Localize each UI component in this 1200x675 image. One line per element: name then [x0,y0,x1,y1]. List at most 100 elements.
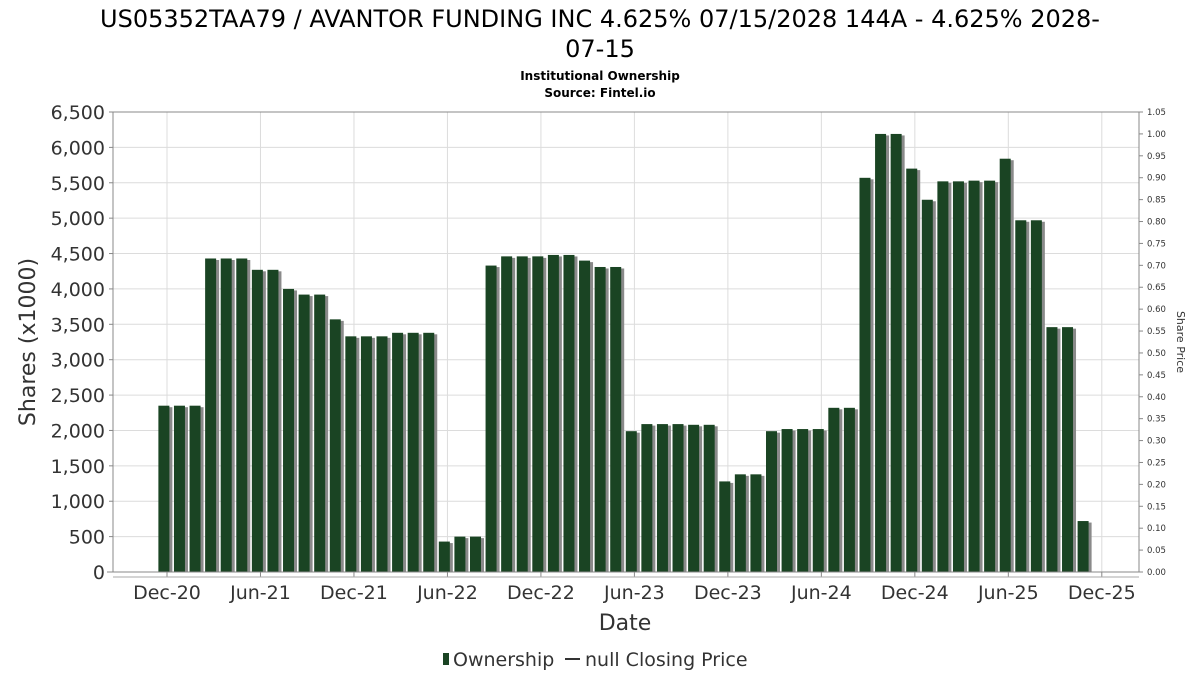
y2-tick-label: 0.55 [1147,327,1166,337]
y-tick-label: 5,500 [51,173,105,195]
legend-ownership-swatch [443,653,449,665]
bar [1015,220,1027,572]
y-axis-label: Shares (x1000) [16,258,41,426]
legend-price-label: null Closing Price [585,649,748,671]
bar [890,133,902,572]
y-tick-label: 2,000 [51,420,105,442]
bar [610,266,622,572]
y-tick-label: 6,500 [51,102,105,124]
bar [625,431,637,572]
bar [828,407,840,572]
y-tick-label: 2,500 [51,385,105,407]
bar [329,319,341,572]
y2-tick-label: 0.65 [1147,283,1166,293]
bar [968,180,980,572]
bar [719,481,731,572]
y2-tick-label: 0.15 [1147,502,1166,512]
y2-tick-label: 0.80 [1147,218,1166,228]
y-tick-label: 0 [93,562,105,584]
bar [843,407,855,572]
bar [641,424,653,572]
y2-tick-label: 0.90 [1147,174,1166,184]
y2-tick-label: 0.20 [1147,480,1166,490]
bar [906,168,918,572]
bar [812,429,824,572]
bar [454,536,466,572]
bar [1030,220,1042,572]
bar [999,158,1011,572]
bar [875,133,887,572]
bar [781,429,793,572]
bar [797,429,809,572]
x-tick-label: Jun-23 [603,582,665,604]
legend-ownership-label: Ownership [453,649,554,671]
y2-tick-label: 0.05 [1147,546,1166,556]
x-axis-label: Date [599,611,652,636]
bar [1062,327,1074,572]
bar [236,258,248,572]
bar [220,258,232,572]
y2-axis-label: Share Price [1174,311,1187,373]
bar [921,199,933,572]
bar [267,269,279,572]
bar [485,265,497,572]
y2-tick-label: 0.70 [1147,261,1166,271]
y-tick-label: 1,000 [51,491,105,513]
y2-tick-label: 0.40 [1147,393,1166,403]
chart-subtitle: Institutional Ownership [520,69,680,83]
y2-tick-label: 0.00 [1147,568,1166,578]
y-tick-label: 3,000 [51,350,105,372]
bar [283,288,295,572]
x-tick-label: Jun-25 [977,582,1039,604]
bar [423,332,435,572]
y-tick-label: 6,000 [51,137,105,159]
y2-tick-label: 0.10 [1147,524,1166,534]
chart-source: Source: Fintel.io [544,86,656,100]
bar [158,405,170,572]
bar [672,424,684,572]
y2-tick-label: 0.50 [1147,349,1166,359]
bar [594,266,606,572]
bar [376,336,388,572]
y2-tick-label: 0.95 [1147,152,1166,162]
bar [189,405,201,572]
y2-tick-label: 1.05 [1147,108,1166,118]
x-tick-label: Jun-21 [229,582,291,604]
bar [251,269,263,572]
bar [501,256,513,572]
bar [516,256,528,572]
y-tick-label: 500 [69,527,105,549]
y-tick-label: 5,000 [51,208,105,230]
x-tick-label: Dec-24 [881,582,949,604]
bar [1046,327,1058,572]
bar [750,474,762,572]
bar [392,332,404,572]
y-tick-label: 4,500 [51,244,105,266]
x-tick-label: Dec-21 [320,582,388,604]
chart-title-line2: 07-15 [565,35,635,63]
bar [314,294,326,572]
chart-title-line1: US05352TAA79 / AVANTOR FUNDING INC 4.625… [100,5,1100,33]
bar [298,294,310,572]
x-tick-label: Dec-22 [507,582,575,604]
bar [656,424,668,572]
bar [1077,521,1089,572]
y2-tick-label: 0.60 [1147,305,1166,315]
bar [532,256,544,572]
x-tick-label: Dec-23 [694,582,762,604]
x-tick-label: Jun-24 [790,582,852,604]
bar [937,181,949,572]
bar [438,541,450,572]
bar [952,181,964,572]
y2-tick-label: 0.25 [1147,458,1166,468]
bar [766,431,778,572]
bar [173,405,185,572]
bar [345,336,357,572]
bar [859,177,871,573]
bar [984,180,996,572]
x-tick-label: Dec-20 [133,582,201,604]
y2-tick-label: 0.45 [1147,371,1166,381]
y2-tick-label: 0.30 [1147,437,1166,447]
